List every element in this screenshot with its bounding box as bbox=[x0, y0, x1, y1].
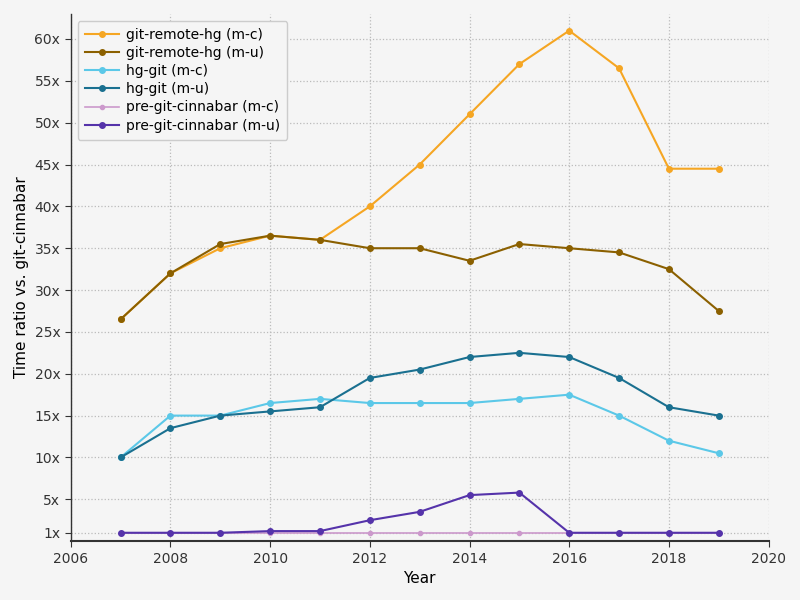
hg-git (m-u) bbox=[116, 454, 126, 461]
git-remote-hg (m-u) bbox=[315, 236, 325, 244]
git-remote-hg (m-c) bbox=[215, 245, 225, 252]
git-remote-hg (m-c) bbox=[714, 165, 723, 172]
Line: hg-git (m-u): hg-git (m-u) bbox=[118, 350, 722, 460]
git-remote-hg (m-u) bbox=[215, 241, 225, 248]
hg-git (m-c) bbox=[415, 400, 425, 407]
pre-git-cinnabar (m-c) bbox=[266, 529, 275, 536]
pre-git-cinnabar (m-c) bbox=[614, 529, 624, 536]
Line: git-remote-hg (m-c): git-remote-hg (m-c) bbox=[118, 28, 722, 322]
hg-git (m-u) bbox=[315, 404, 325, 411]
hg-git (m-u) bbox=[415, 366, 425, 373]
hg-git (m-c) bbox=[215, 412, 225, 419]
hg-git (m-u) bbox=[714, 412, 723, 419]
pre-git-cinnabar (m-c) bbox=[166, 529, 175, 536]
git-remote-hg (m-u) bbox=[514, 241, 524, 248]
hg-git (m-u) bbox=[514, 349, 524, 356]
pre-git-cinnabar (m-c) bbox=[465, 529, 474, 536]
Line: git-remote-hg (m-u): git-remote-hg (m-u) bbox=[118, 233, 722, 322]
hg-git (m-c) bbox=[365, 400, 374, 407]
pre-git-cinnabar (m-c) bbox=[514, 529, 524, 536]
pre-git-cinnabar (m-c) bbox=[315, 529, 325, 536]
hg-git (m-c) bbox=[166, 412, 175, 419]
pre-git-cinnabar (m-c) bbox=[215, 529, 225, 536]
hg-git (m-c) bbox=[465, 400, 474, 407]
git-remote-hg (m-u) bbox=[465, 257, 474, 265]
git-remote-hg (m-u) bbox=[415, 245, 425, 252]
pre-git-cinnabar (m-c) bbox=[565, 529, 574, 536]
git-remote-hg (m-c) bbox=[116, 316, 126, 323]
pre-git-cinnabar (m-u) bbox=[266, 527, 275, 535]
git-remote-hg (m-u) bbox=[664, 266, 674, 273]
git-remote-hg (m-c) bbox=[166, 270, 175, 277]
Line: pre-git-cinnabar (m-u): pre-git-cinnabar (m-u) bbox=[118, 490, 722, 536]
git-remote-hg (m-u) bbox=[714, 307, 723, 314]
git-remote-hg (m-c) bbox=[315, 236, 325, 244]
git-remote-hg (m-c) bbox=[565, 27, 574, 34]
git-remote-hg (m-c) bbox=[614, 65, 624, 72]
pre-git-cinnabar (m-u) bbox=[365, 517, 374, 524]
git-remote-hg (m-u) bbox=[614, 249, 624, 256]
git-remote-hg (m-c) bbox=[415, 161, 425, 168]
git-remote-hg (m-u) bbox=[365, 245, 374, 252]
Line: hg-git (m-c): hg-git (m-c) bbox=[118, 392, 722, 460]
git-remote-hg (m-c) bbox=[365, 203, 374, 210]
hg-git (m-u) bbox=[565, 353, 574, 361]
hg-git (m-c) bbox=[116, 454, 126, 461]
git-remote-hg (m-c) bbox=[465, 111, 474, 118]
git-remote-hg (m-u) bbox=[166, 270, 175, 277]
hg-git (m-u) bbox=[266, 408, 275, 415]
pre-git-cinnabar (m-c) bbox=[365, 529, 374, 536]
git-remote-hg (m-c) bbox=[664, 165, 674, 172]
hg-git (m-c) bbox=[664, 437, 674, 445]
pre-git-cinnabar (m-u) bbox=[514, 489, 524, 496]
Legend: git-remote-hg (m-c), git-remote-hg (m-u), hg-git (m-c), hg-git (m-u), pre-git-ci: git-remote-hg (m-c), git-remote-hg (m-u)… bbox=[78, 21, 287, 140]
hg-git (m-c) bbox=[565, 391, 574, 398]
pre-git-cinnabar (m-c) bbox=[714, 529, 723, 536]
pre-git-cinnabar (m-u) bbox=[315, 527, 325, 535]
hg-git (m-u) bbox=[166, 425, 175, 432]
git-remote-hg (m-c) bbox=[514, 61, 524, 68]
pre-git-cinnabar (m-u) bbox=[664, 529, 674, 536]
pre-git-cinnabar (m-c) bbox=[415, 529, 425, 536]
git-remote-hg (m-u) bbox=[565, 245, 574, 252]
Y-axis label: Time ratio vs. git-cinnabar: Time ratio vs. git-cinnabar bbox=[14, 176, 29, 379]
pre-git-cinnabar (m-u) bbox=[116, 529, 126, 536]
hg-git (m-c) bbox=[315, 395, 325, 403]
pre-git-cinnabar (m-u) bbox=[465, 491, 474, 499]
pre-git-cinnabar (m-c) bbox=[664, 529, 674, 536]
pre-git-cinnabar (m-u) bbox=[415, 508, 425, 515]
hg-git (m-u) bbox=[664, 404, 674, 411]
X-axis label: Year: Year bbox=[403, 571, 436, 586]
git-remote-hg (m-u) bbox=[266, 232, 275, 239]
hg-git (m-c) bbox=[614, 412, 624, 419]
pre-git-cinnabar (m-u) bbox=[166, 529, 175, 536]
git-remote-hg (m-u) bbox=[116, 316, 126, 323]
Line: pre-git-cinnabar (m-c): pre-git-cinnabar (m-c) bbox=[118, 530, 721, 535]
hg-git (m-u) bbox=[365, 374, 374, 382]
hg-git (m-u) bbox=[215, 412, 225, 419]
git-remote-hg (m-c) bbox=[266, 232, 275, 239]
hg-git (m-c) bbox=[714, 449, 723, 457]
pre-git-cinnabar (m-u) bbox=[215, 529, 225, 536]
pre-git-cinnabar (m-u) bbox=[614, 529, 624, 536]
hg-git (m-c) bbox=[266, 400, 275, 407]
hg-git (m-u) bbox=[614, 374, 624, 382]
pre-git-cinnabar (m-u) bbox=[565, 529, 574, 536]
hg-git (m-u) bbox=[465, 353, 474, 361]
pre-git-cinnabar (m-u) bbox=[714, 529, 723, 536]
pre-git-cinnabar (m-c) bbox=[116, 529, 126, 536]
hg-git (m-c) bbox=[514, 395, 524, 403]
